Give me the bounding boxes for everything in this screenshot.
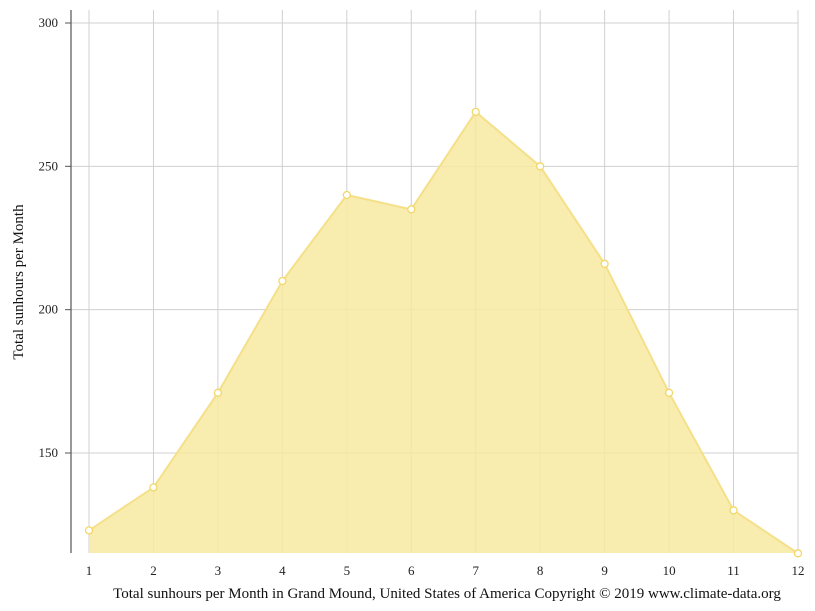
x-tick-label: 3 xyxy=(215,563,222,578)
data-point xyxy=(407,205,416,214)
y-tick-labels: 300 250 200 150 xyxy=(39,15,59,460)
x-tick-label: 7 xyxy=(472,563,479,578)
x-tick-label: 5 xyxy=(344,563,351,578)
x-tick-label: 1 xyxy=(86,563,93,578)
x-tick-labels: 1 2 3 4 5 6 7 8 9 10 11 12 xyxy=(86,563,805,578)
data-point xyxy=(149,483,158,492)
data-point xyxy=(729,506,738,515)
data-point xyxy=(342,190,351,200)
data-point xyxy=(84,526,94,535)
x-tick-label: 9 xyxy=(601,563,608,578)
y-axis-label: Total sunhours per Month xyxy=(11,204,27,360)
area-series xyxy=(88,110,799,555)
data-point xyxy=(536,162,545,171)
data-point xyxy=(793,549,803,558)
data-point xyxy=(600,259,609,268)
x-tick-label: 2 xyxy=(150,563,157,578)
data-point xyxy=(664,388,674,397)
axes xyxy=(65,10,72,553)
data-point xyxy=(471,107,480,117)
y-tick-label: 150 xyxy=(39,445,59,460)
data-point xyxy=(278,276,287,286)
x-tick-label: 4 xyxy=(279,563,286,578)
x-tick-label: 8 xyxy=(537,563,544,578)
x-tick-label: 11 xyxy=(727,563,740,578)
y-tick-label: 250 xyxy=(39,158,59,173)
chart-caption: Total sunhours per Month in Grand Mound,… xyxy=(113,586,781,602)
x-tick-label: 6 xyxy=(408,563,415,578)
data-point xyxy=(213,388,223,397)
y-tick-label: 200 xyxy=(39,302,59,317)
x-tick-label: 12 xyxy=(792,563,805,578)
x-tick-label: 10 xyxy=(663,563,676,578)
series-line xyxy=(88,110,799,555)
area-fill xyxy=(89,111,798,554)
data-markers xyxy=(84,107,803,558)
y-tick-label: 300 xyxy=(39,15,59,30)
